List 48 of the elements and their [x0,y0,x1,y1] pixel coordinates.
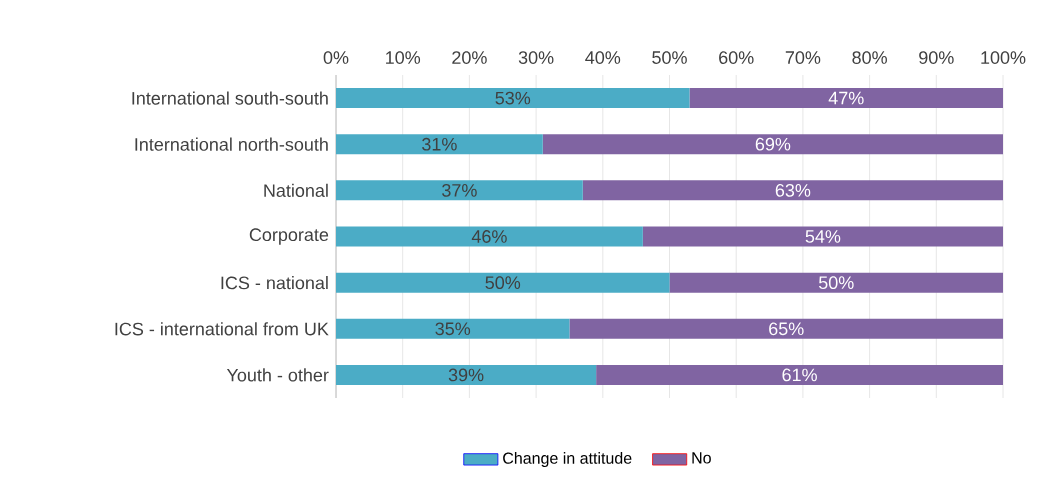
x-tick-label: 80% [852,51,887,64]
bar [669,272,1004,293]
data-label: 53% [495,91,531,105]
bar [569,318,1004,339]
bar [542,134,1004,155]
data-label: 31% [422,137,457,151]
bar [336,134,543,155]
y-tick-label: Youth - other [226,368,329,382]
bar [336,364,597,385]
data-label: 61% [782,368,817,382]
y-tick-label: ICS - national [221,276,328,290]
data-label: 63% [775,183,811,197]
data-label: 69% [755,137,791,151]
data-label: 46% [471,230,507,243]
x-tick-label: 100% [981,51,1026,64]
bar [596,364,1004,385]
bar [689,88,1004,109]
bar [336,272,670,293]
x-tick-label: 0% [323,51,349,64]
bar [336,88,690,109]
x-tick-label: 60% [719,51,754,64]
data-label: 50% [818,276,854,290]
bar [336,226,643,247]
data-label: 35% [435,322,471,336]
legend-label: Change in attitude [503,452,632,467]
data-label: 65% [769,322,804,336]
x-tick-label: 70% [785,51,821,64]
bar [336,180,583,201]
legend-label: No [692,452,711,464]
data-label: 50% [485,276,521,290]
data-label: 54% [805,230,841,243]
data-label: 39% [448,368,484,382]
y-tick-label: ICS - international from UK [115,322,329,336]
bar [336,318,570,339]
x-tick-label: 90% [919,51,954,64]
y-tick-label: Corporate [249,228,329,245]
y-tick-label: International south-south [132,91,328,105]
x-tick-label: 20% [452,51,487,64]
y-tick-label: National [264,183,328,197]
x-tick-label: 30% [518,51,554,64]
y-tick-label: International north-south [135,137,328,151]
data-label: 47% [828,91,864,105]
x-tick-label: 10% [386,51,421,64]
x-tick-label: 40% [585,51,621,64]
bar [582,180,1004,201]
x-tick-label: 50% [652,51,687,64]
data-label: 37% [442,183,477,197]
bar [642,226,1004,247]
